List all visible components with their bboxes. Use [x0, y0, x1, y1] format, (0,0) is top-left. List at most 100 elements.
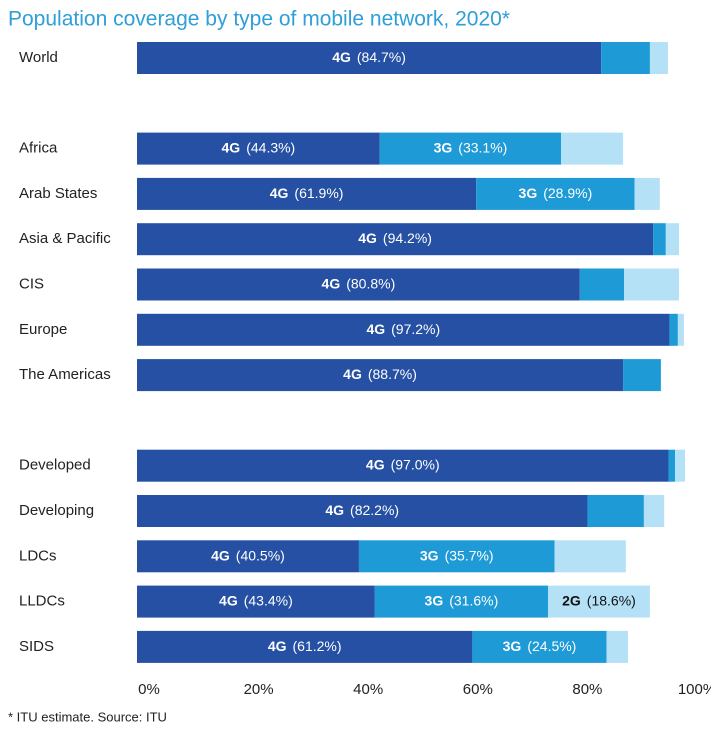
data-label: 3G (33.1%): [434, 139, 508, 155]
bar-segment: [606, 630, 629, 663]
bar-segment: [137, 42, 602, 74]
data-label: 4G (97.0%): [366, 456, 440, 472]
bar-segment: [137, 449, 669, 482]
data-label-value: (33.1%): [458, 139, 507, 155]
data-label-value: (40.5%): [236, 547, 285, 563]
bar-segment: [623, 359, 661, 392]
bar-segment: [643, 495, 665, 527]
chart-title: Population coverage by type of mobile ne…: [8, 8, 510, 31]
data-label: 4G (88.7%): [343, 366, 417, 382]
y-tick-label: Developing: [19, 502, 94, 519]
data-label-value: (24.5%): [527, 638, 576, 654]
data-label-series: 3G: [434, 139, 453, 155]
y-tick-label: Developed: [19, 457, 91, 474]
y-tick-label: Africa: [19, 140, 58, 157]
y-tick-label: Europe: [19, 321, 67, 338]
x-tick-label: 40%: [353, 681, 383, 698]
bar-segment: [137, 359, 624, 392]
y-tick-label: The Americas: [19, 366, 111, 383]
data-label-value: (97.2%): [391, 321, 440, 337]
data-label-value: (31.6%): [449, 592, 498, 608]
data-label: 4G (40.5%): [211, 547, 285, 563]
x-tick-label: 20%: [244, 681, 274, 698]
y-tick-label: World: [19, 49, 58, 66]
x-tick-label: 0%: [138, 681, 160, 698]
y-tick-label: SIDS: [19, 638, 54, 655]
bar-segment: [137, 177, 477, 210]
data-label-series: 4G: [211, 547, 230, 563]
bar-segment: [649, 42, 669, 74]
data-label-value: (94.2%): [383, 230, 432, 246]
data-label: 3G (28.9%): [519, 185, 593, 201]
data-label-series: 4G: [332, 49, 351, 65]
data-label: 3G (31.6%): [425, 592, 499, 608]
bar-segment: [624, 268, 679, 301]
y-tick-label: Asia & Pacific: [19, 230, 111, 247]
data-label-series: 3G: [420, 547, 439, 563]
bar-segment: [587, 495, 644, 527]
data-label-value: (35.7%): [445, 547, 494, 563]
bar-segment: [137, 495, 588, 527]
data-label-series: 4G: [366, 321, 385, 337]
data-label: 2G (18.6%): [562, 592, 636, 608]
data-label-series: 4G: [343, 366, 362, 382]
data-label: 3G (24.5%): [503, 638, 577, 654]
data-label-value: (43.4%): [244, 592, 293, 608]
data-label-series: 4G: [268, 638, 287, 654]
bar-segment: [137, 540, 359, 573]
bar-segment: [677, 313, 684, 346]
data-label: 4G (44.3%): [222, 139, 296, 155]
bar-segment: [137, 268, 580, 301]
data-label-series: 3G: [503, 638, 522, 654]
x-tick-label: 60%: [463, 681, 493, 698]
data-label-series: 4G: [270, 185, 289, 201]
x-tick-label: 80%: [572, 681, 602, 698]
bar-segment: [137, 313, 670, 346]
y-tick-label: LDCs: [19, 547, 57, 564]
data-label-value: (88.7%): [368, 366, 417, 382]
y-tick-label: Arab States: [19, 185, 97, 202]
y-tick-label: LLDCs: [19, 593, 65, 610]
data-label-series: 4G: [358, 230, 377, 246]
bar-segment: [358, 540, 555, 573]
data-label: 4G (80.8%): [322, 275, 396, 291]
bar-segment: [548, 585, 650, 618]
data-label-series: 4G: [325, 502, 344, 518]
footnote: * ITU estimate. Source: ITU: [8, 709, 167, 724]
data-label-value: (84.7%): [357, 49, 406, 65]
data-label-series: 4G: [219, 592, 238, 608]
bar-segment: [665, 223, 679, 256]
bar-segment: [653, 223, 666, 256]
y-tick-label: CIS: [19, 275, 44, 292]
data-label: 4G (61.9%): [270, 185, 344, 201]
data-label: 4G (43.4%): [219, 592, 293, 608]
bar-segment: [472, 630, 607, 663]
data-label: 4G (84.7%): [332, 49, 406, 65]
bar-segment: [379, 132, 562, 165]
data-label: 4G (82.2%): [325, 502, 399, 518]
bar-segment: [137, 132, 380, 165]
data-label: 4G (97.2%): [366, 321, 440, 337]
bar-segment: [669, 313, 678, 346]
data-label: 4G (61.2%): [268, 638, 342, 654]
bar-segment: [601, 42, 650, 74]
data-label-series: 4G: [366, 456, 385, 472]
bar-segment: [374, 585, 548, 618]
x-tick-label: 100%: [678, 681, 711, 698]
data-label-value: (28.9%): [543, 185, 592, 201]
bar-segment: [476, 177, 635, 210]
data-label-series: 3G: [425, 592, 444, 608]
data-label: 3G (35.7%): [420, 547, 494, 563]
data-label-value: (80.8%): [346, 275, 395, 291]
data-label-value: (18.6%): [587, 592, 636, 608]
bar-segment: [634, 177, 660, 210]
bar-segment: [675, 449, 685, 482]
bar-segment: [137, 585, 375, 618]
bar-segment: [554, 540, 626, 573]
bar-segment: [561, 132, 624, 165]
data-label-series: 4G: [222, 139, 241, 155]
data-label-series: 4G: [322, 275, 341, 291]
data-label-value: (61.9%): [294, 185, 343, 201]
data-label-value: (97.0%): [391, 456, 440, 472]
